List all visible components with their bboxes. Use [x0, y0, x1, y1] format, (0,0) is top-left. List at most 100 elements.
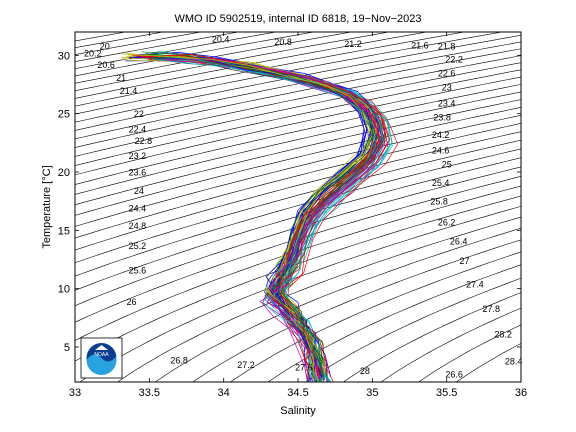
density-contour: [75, 195, 521, 362]
profile-line: [152, 52, 385, 378]
density-contour: [75, 166, 521, 306]
density-contour-label: 20.2: [84, 49, 102, 59]
density-contour-label: 25.2: [129, 241, 147, 251]
x-tick-label: 34: [218, 387, 230, 399]
density-contour: [154, 227, 521, 382]
density-contour-label: 20.6: [97, 60, 115, 70]
profile-line: [150, 54, 385, 380]
density-contour-label: 23.6: [129, 168, 147, 178]
x-tick-label: 36: [515, 387, 527, 399]
density-contour: [75, 131, 521, 251]
density-contour: [192, 239, 521, 382]
profile-line: [162, 58, 381, 380]
profile-line: [163, 56, 390, 382]
profile-line: [169, 58, 384, 380]
x-tick-label: 35.5: [436, 387, 457, 399]
density-contour-label: 25: [442, 159, 452, 169]
density-contour-label: 27: [459, 256, 469, 266]
density-contour: [75, 32, 391, 92]
density-contour: [79, 206, 521, 382]
density-contour-label: 24: [134, 186, 144, 196]
density-contour-label: 24.4: [129, 204, 147, 214]
density-contour-label: 21: [116, 73, 126, 83]
x-tick-label: 34.5: [287, 387, 308, 399]
density-contour: [342, 292, 521, 382]
density-contour-label: 22.4: [129, 124, 147, 134]
density-contour-label: 27.8: [483, 304, 501, 314]
y-tick-label: 30: [58, 50, 70, 62]
density-contour: [75, 123, 521, 239]
axis-ticks: [74, 32, 522, 382]
density-contour-label: 28.4: [505, 357, 523, 367]
y-tick-label: 20: [58, 167, 70, 179]
density-contour: [75, 106, 521, 216]
density-contour-label: 22.6: [438, 68, 456, 78]
density-contour-label: 23.4: [438, 99, 456, 109]
density-contour-label: 23.2: [129, 151, 147, 161]
density-contour-label: 23.8: [433, 113, 451, 123]
density-contour-label: 20: [100, 42, 110, 52]
density-contour-label: 26.6: [445, 369, 463, 379]
x-axis-label: Salinity: [280, 405, 316, 417]
density-contour-label: 22.2: [445, 54, 463, 64]
density-contour-label: 22.8: [135, 136, 153, 146]
density-contour: [75, 34, 521, 123]
density-contour-label: 26.2: [438, 218, 456, 228]
x-tick-label: 33: [69, 387, 81, 399]
density-contour-label: 27.6: [295, 362, 313, 372]
density-contour-label: 27.2: [237, 360, 255, 370]
density-contour: [380, 307, 521, 382]
density-contour-label: 21.6: [411, 40, 429, 50]
density-contour: [75, 139, 521, 264]
density-contour-label: 24.6: [432, 145, 450, 155]
density-contour: [75, 114, 521, 227]
density-contour: [75, 185, 521, 341]
density-contour: [75, 62, 521, 157]
density-contour: [75, 175, 521, 323]
density-contour: [75, 148, 521, 277]
density-contour-label: 28: [360, 366, 370, 376]
density-contour: [229, 251, 521, 382]
density-contour: [75, 32, 504, 115]
noaa-logo: NOAA: [80, 337, 123, 379]
density-contour: [75, 32, 429, 99]
density-contour: [75, 48, 521, 140]
density-contour: [75, 69, 521, 166]
density-contour-label: 27.4: [466, 280, 484, 290]
density-contour: [75, 32, 466, 107]
density-contour-label: 21.2: [344, 39, 362, 49]
density-contour: [75, 32, 354, 84]
density-contour-label: 25.6: [129, 266, 147, 276]
density-contour-label: 20.4: [212, 35, 230, 45]
density-contour-label: 26: [126, 297, 136, 307]
density-contour-label: 22: [134, 109, 144, 119]
density-contour-label: 25.4: [432, 178, 450, 188]
density-contour-label: 26.4: [450, 236, 468, 246]
y-tick-label: 25: [58, 109, 70, 121]
x-tick-label: 33.5: [139, 387, 160, 399]
y-tick-label: 5: [64, 342, 70, 354]
density-contour-label: 23: [442, 82, 452, 92]
density-contour-label: 24.8: [129, 221, 147, 231]
chart-title: WMO ID 5902519, internal ID 6818, 19−Nov…: [174, 13, 421, 25]
density-contour: [75, 76, 521, 176]
profile-line: [121, 53, 369, 381]
density-contour-label: 25.8: [430, 197, 448, 207]
density-contour-label: 20.8: [274, 37, 292, 47]
profile-lines: [120, 51, 399, 382]
density-contour-label: 28.2: [494, 330, 512, 340]
profile-line: [145, 57, 378, 382]
density-contour-label: 24.2: [432, 130, 450, 140]
axis-tick-labels: 33 33.5 34 34.5 35 35.5 36 5 10 15 20 25 30: [58, 50, 527, 399]
density-contour: [418, 324, 521, 382]
x-tick-label: 35: [366, 387, 378, 399]
density-contour: [75, 55, 521, 148]
density-contour-label: 21.8: [438, 42, 456, 52]
profile-line: [141, 51, 374, 378]
y-tick-label: 15: [58, 225, 70, 237]
density-contour-label: 21.4: [120, 86, 138, 96]
density-contour: [267, 264, 521, 382]
density-contours: [75, 32, 521, 382]
